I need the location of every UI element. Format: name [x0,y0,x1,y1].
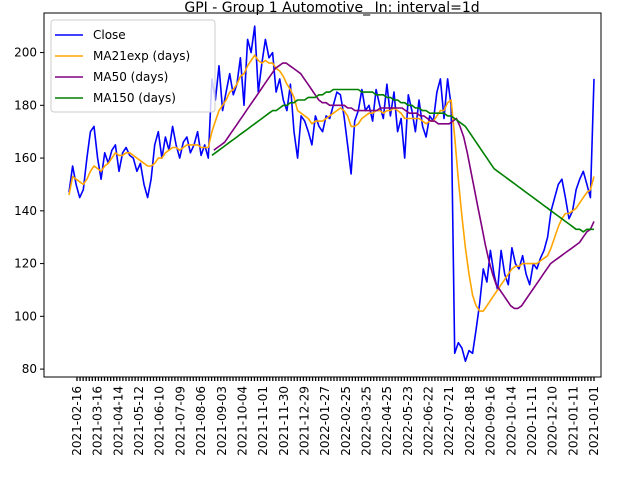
y-axis: 80 100 120 140 160 180 200 [14,46,44,376]
legend-label: Close [93,28,126,42]
y-tick-label: 200 [14,46,37,60]
y-tick-label: 180 [14,98,37,112]
x-tick-label: 2021-12-29 [297,386,311,456]
series-layer [68,25,595,362]
x-tick-label: 2021-02-16 [70,386,84,456]
x-tick-label: 2021-10-04 [235,386,249,456]
x-tick-label: 2020-09-16 [484,386,498,456]
x-tick-label: 2022-01-27 [318,386,332,456]
x-tick-label: 2021-11-01 [256,386,270,456]
y-tick-label: 160 [14,151,37,165]
series-line-close [68,25,595,362]
x-tick-label: 2021-05-12 [132,386,146,456]
x-tick-label: 2021-06-10 [153,386,167,456]
y-tick-label: 140 [14,204,37,218]
x-tick-label: 2022-08-18 [463,386,477,456]
x-tick-label: 2021-07-09 [173,386,187,456]
x-tick-label: 2022-03-25 [360,386,374,456]
y-tick-label: 80 [22,362,37,376]
legend-label: MA21exp (days) [93,49,190,63]
x-tick-label: 2022-04-25 [380,386,394,456]
x-tick-label: 2021-03-16 [91,386,105,456]
x-tick-label: 2021-09-03 [215,386,229,456]
x-axis: 2021-02-16 2021-03-16 2021-04-14 2021-05-12… [70,377,601,456]
x-tick-label: 2020-10-14 [504,386,518,456]
x-tick-label: 2020-11-11 [525,386,539,456]
legend: Close MA21exp (days) MA50 (days) MA150 (day… [50,19,216,113]
chart-title: GPI - Group 1 Automotive_ In: interval=1… [184,0,479,16]
legend-box [50,19,216,113]
x-tick-label: 2022-05-23 [401,386,415,456]
x-tick-label: 2022-02-25 [339,386,353,456]
x-tick-label: 2021-08-06 [194,386,208,456]
series-line-ma150-days [211,88,594,233]
x-tick-label: 2021-04-14 [111,386,125,456]
x-tick-label: 2021-01-01 [587,386,601,456]
y-tick-label: 120 [14,257,37,271]
x-tick-label: 2021-11-30 [277,386,291,456]
legend-label: MA50 (days) [93,70,168,84]
x-tick-label: 2020-12-10 [546,386,560,456]
x-tick-label: 2021-01-11 [566,386,580,456]
axes-frame [43,12,602,378]
y-tick-label: 100 [14,309,37,323]
series-line-ma21exp-days [68,54,595,312]
series-line-ma50-days [213,62,595,310]
legend-label: MA150 (days) [93,91,176,105]
x-tick-label: 2022-06-22 [422,386,436,456]
x-tick-label: 2022-07-21 [442,386,456,456]
